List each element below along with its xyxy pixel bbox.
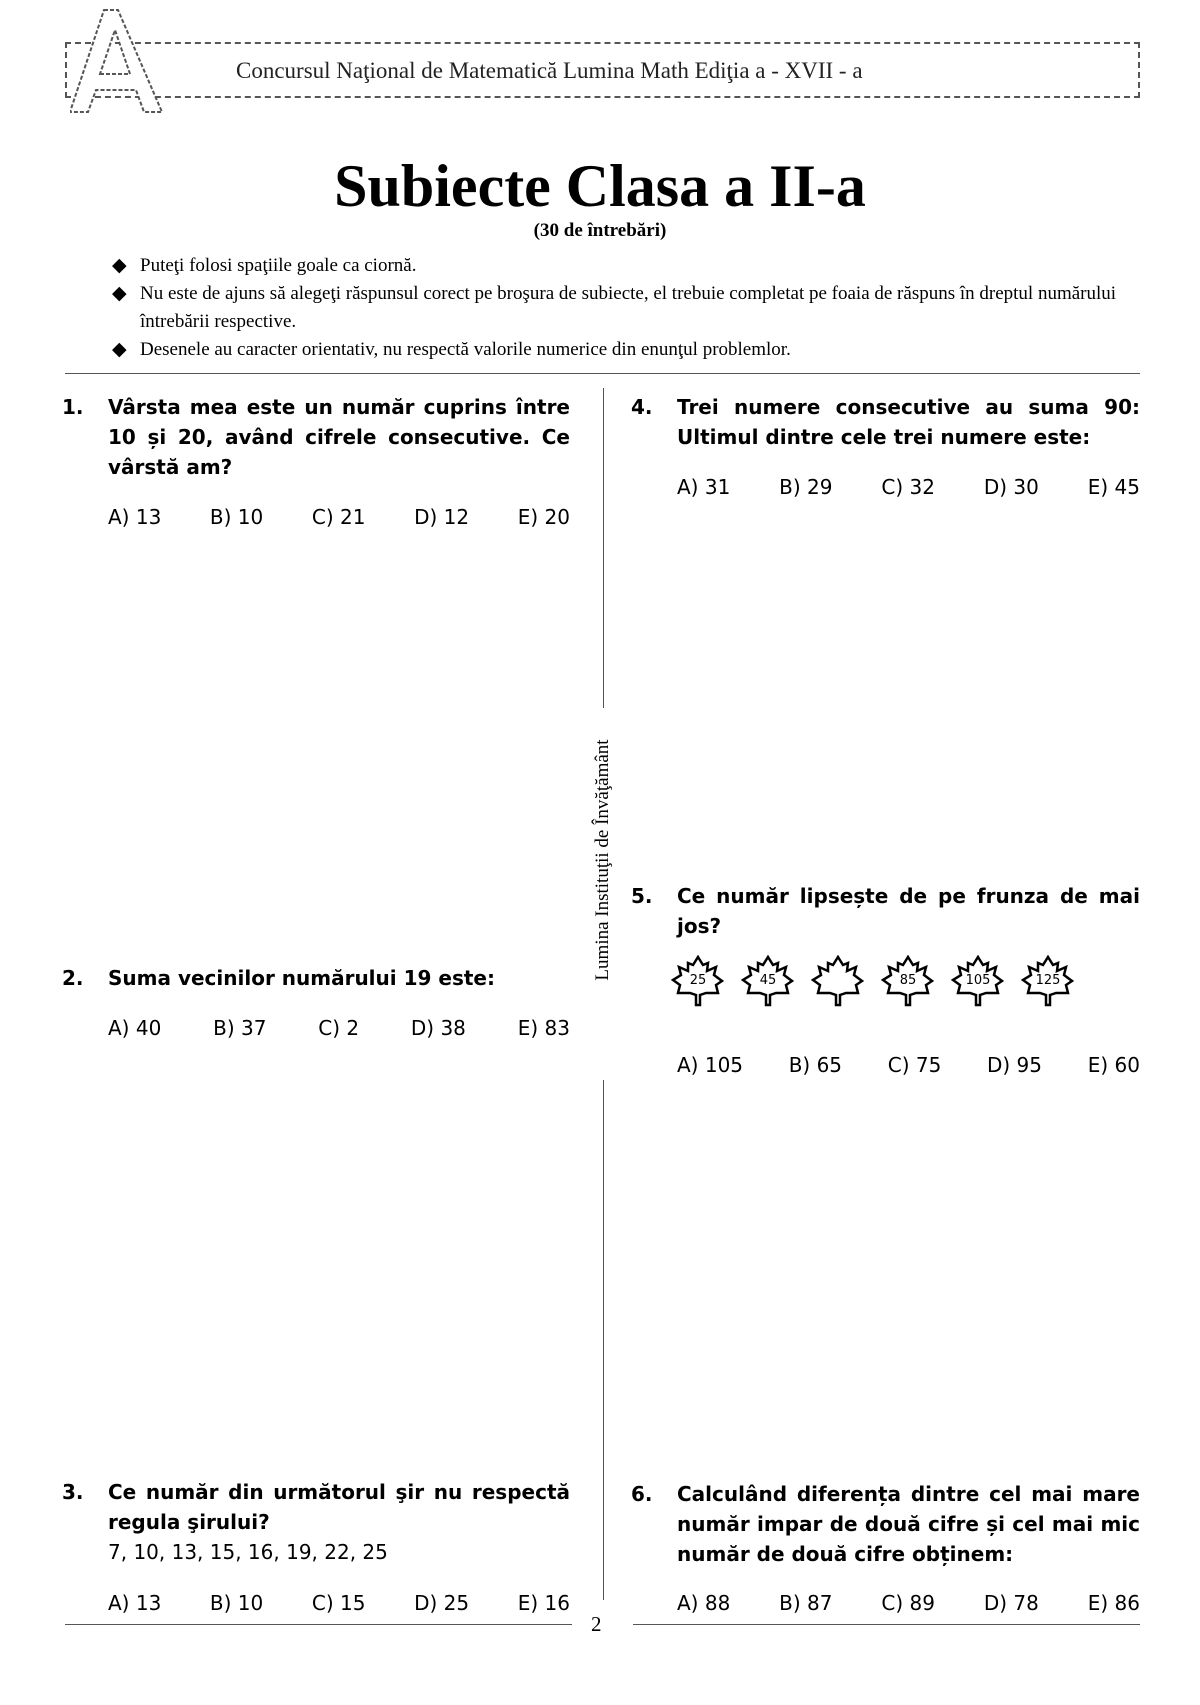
options-2: A) 40 B) 37 C) 2 D) 38 E) 83 [108,1016,570,1040]
rule-text: Desenele au caracter orientativ, nu resp… [140,339,791,360]
leaf-number: 125 [1035,973,1061,988]
question-number: 6. [631,1482,653,1506]
question-number: 5. [631,884,653,908]
option: E) 86 [1087,1591,1140,1615]
question-1: 1. Vârsta mea este un număr cuprins între… [62,392,570,482]
rules-list: ◆ Puteţi folosi spaţiile goale ca ciornă.… [112,252,1120,364]
header-box [65,42,1140,98]
leaf-number: 85 [899,973,917,988]
bottom-line [65,1624,572,1625]
maple-leaf-icon: 85 [880,954,936,1007]
maple-leaf-icon [810,954,866,1007]
option: A) 31 [677,475,731,499]
diamond-bullet-icon: ◆ [112,339,127,360]
option: C) 32 [881,475,935,499]
maple-leaf-icon: 25 [670,954,726,1007]
options-1: A) 13 B) 10 C) 21 D) 12 E) 20 [108,505,570,529]
rule-item: ◆ Nu este de ajuns să alegeţi răspunsul c… [112,280,1120,336]
page-title: Subiecte Clasa a II-a [334,153,866,219]
option: B) 65 [788,1053,843,1077]
question-number: 3. [62,1480,84,1504]
question-number: 1. [62,395,84,419]
options-4: A) 31 B) 29 C) 32 D) 30 E) 45 [677,475,1140,499]
question-2: 2. Suma vecinilor numărului 19 este: [62,963,570,993]
option: C) 21 [311,505,366,529]
logo-letter-a [70,9,164,113]
options-5: A) 105 B) 65 C) 75 D) 95 E) 60 [677,1053,1140,1077]
option: D) 38 [410,1016,466,1040]
page-number: 2 [591,1612,602,1636]
option: B) 10 [209,1591,264,1615]
option: A) 13 [108,1591,162,1615]
maple-leaf-icon: 105 [950,954,1006,1007]
side-text: Lumina Instituţii de Învăţământ [592,739,613,981]
options-6: A) 88 B) 87 C) 89 D) 78 E) 86 [677,1591,1140,1615]
question-text: Suma vecinilor numărului 19 este: [108,966,495,990]
sequence-text: 7, 10, 13, 15, 16, 19, 22, 25 [108,1540,388,1564]
option: A) 105 [677,1053,744,1077]
maple-leaf-icon: 45 [740,954,796,1007]
page-subtitle: (30 de întrebări) [533,220,667,241]
option: A) 40 [108,1016,162,1040]
leaf-number: 105 [965,973,991,988]
options-3: A) 13 B) 10 C) 15 D) 25 E) 16 [108,1591,570,1615]
option: C) 2 [318,1016,360,1040]
option: E) 60 [1087,1053,1140,1077]
question-6: 6. Calculând diferența dintre cel mai mar… [631,1479,1140,1569]
option: D) 12 [414,505,470,529]
option: E) 20 [517,505,570,529]
option: D) 78 [983,1591,1039,1615]
option: C) 75 [887,1053,942,1077]
leaves-row: 25 45 85 105 125 [670,954,1076,1007]
option: D) 30 [983,475,1039,499]
option: B) 87 [779,1591,833,1615]
question-3: 3. Ce număr din următorul şir nu respectă… [62,1477,570,1567]
question-5: 5. Ce număr lipsește de pe frunza de mai … [631,881,1140,941]
leaf-number: 25 [689,973,707,988]
option: A) 88 [677,1591,731,1615]
option: B) 37 [213,1016,267,1040]
question-text: Ce număr lipsește de pe frunza de mai jo… [677,884,1140,938]
option: A) 13 [108,505,162,529]
rule-text: Puteţi folosi spaţiile goale ca ciornă. [140,255,417,276]
option: B) 29 [779,475,833,499]
column-divider [603,1080,604,1600]
rule-item: ◆ Puteţi folosi spaţiile goale ca ciornă. [112,252,1120,280]
column-divider [603,388,604,708]
option: C) 89 [881,1591,935,1615]
question-number: 4. [631,395,653,419]
diamond-bullet-icon: ◆ [112,255,127,276]
option: C) 15 [311,1591,366,1615]
header-text: Concursul Naţional de Matematică Lumina … [236,58,863,83]
option: E) 45 [1087,475,1140,499]
option: B) 10 [209,505,264,529]
divider [65,373,1140,374]
option: D) 95 [987,1053,1043,1077]
diamond-bullet-icon: ◆ [112,283,127,304]
question-number: 2. [62,966,84,990]
rule-item: ◆ Desenele au caracter orientativ, nu res… [112,336,1120,364]
question-4: 4. Trei numere consecutive au suma 90: Ul… [631,392,1140,452]
option: D) 25 [414,1591,470,1615]
maple-leaf-icon: 125 [1020,954,1076,1007]
bottom-line [633,1624,1140,1625]
question-text: Trei numere consecutive au suma 90: Ulti… [677,395,1140,449]
option: E) 16 [517,1591,570,1615]
question-text: Vârsta mea este un număr cuprins între 1… [108,395,570,479]
option: E) 83 [517,1016,570,1040]
rule-text: Nu este de ajuns să alegeţi răspunsul co… [140,283,1117,332]
question-text: Calculând diferența dintre cel mai mare … [677,1482,1140,1566]
leaf-number: 45 [759,973,777,988]
question-text: Ce număr din următorul şir nu respectă r… [108,1480,570,1534]
